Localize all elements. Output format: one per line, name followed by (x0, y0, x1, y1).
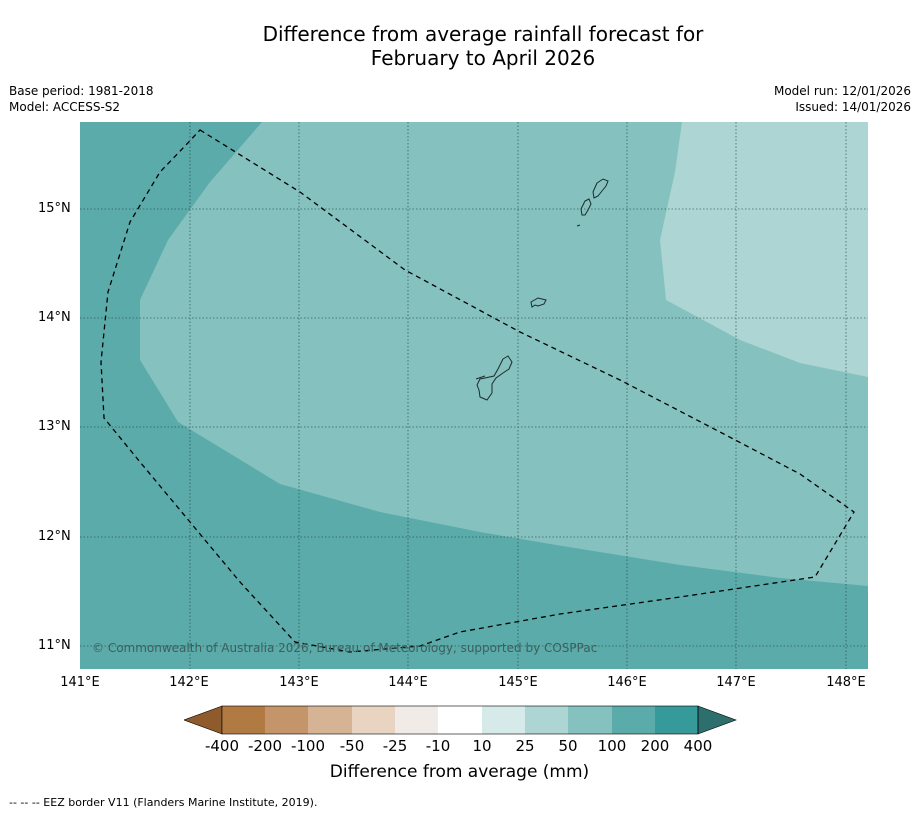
colorbar-label-7: 10 (472, 737, 492, 755)
colorbar-bin-10 (612, 706, 655, 734)
rainfall-band-25-50 (660, 122, 868, 377)
lat-label-13: 13°N (38, 419, 71, 434)
island-aguijan (576, 224, 581, 227)
colorbar-outline (221, 705, 699, 735)
colorbar-label-12: 400 (683, 737, 713, 755)
colorbar-label-11: 200 (640, 737, 670, 755)
lat-label-15: 15°N (38, 201, 71, 216)
colorbar-label-6: -10 (425, 737, 451, 755)
colorbar-extend-low (183, 705, 223, 735)
eez-border (100, 129, 855, 653)
colorbar-extend-high (697, 705, 737, 735)
colorbar-bin-8 (525, 706, 568, 734)
colorbar-label-1: -400 (204, 737, 240, 755)
islands (475, 178, 609, 401)
lat-label-12: 12°N (38, 529, 71, 544)
model-run: Model run: 12/01/2026 (773, 84, 911, 98)
colorbar-label-4: -50 (339, 737, 365, 755)
colorbar-bin-3 (308, 706, 352, 734)
island-rota (530, 297, 547, 308)
lon-label-141: 141°E (60, 675, 100, 690)
colorbar-label-5: -25 (382, 737, 408, 755)
meta-left: Base period: 1981-2018 Model: ACCESS-S2 (9, 83, 154, 115)
lon-label-144: 144°E (388, 675, 428, 690)
colorbar (183, 705, 737, 735)
colorbar-bin-11 (655, 706, 698, 734)
colorbar-label-10: 100 (597, 737, 627, 755)
colorbar-label-2: -200 (247, 737, 283, 755)
model-name: Model: ACCESS-S2 (9, 100, 121, 114)
colorbar-label-8: 25 (515, 737, 535, 755)
copyright-notice: © Commonwealth of Australia 2026, Bureau… (92, 641, 598, 655)
colorbar-bin-5 (395, 706, 438, 734)
colorbar-title: Difference from average (mm) (329, 762, 590, 782)
eez-footnote: -- -- -- EEZ border V11 (Flanders Marine… (9, 796, 318, 809)
lon-label-145: 145°E (498, 675, 538, 690)
colorbar-bin-6 (438, 706, 482, 734)
colorbar-bin-9 (568, 706, 612, 734)
colorbar-bin-2 (265, 706, 308, 734)
map-svg (80, 122, 868, 669)
chart-title: Difference from average rainfall forecas… (0, 22, 919, 70)
colorbar-label-3: -100 (290, 737, 326, 755)
island-tinian (580, 198, 592, 216)
title-line-1: Difference from average rainfall forecas… (262, 22, 704, 46)
issued-date: Issued: 14/01/2026 (795, 100, 911, 114)
base-period: Base period: 1981-2018 (9, 84, 154, 98)
lon-label-148: 148°E (826, 675, 866, 690)
colorbar-label-9: 50 (558, 737, 578, 755)
lon-label-146: 146°E (607, 675, 647, 690)
title-line-2: February to April 2026 (370, 46, 596, 70)
colorbar-svg (183, 705, 737, 735)
colorbar-bin-1 (222, 706, 265, 734)
graticule (80, 122, 868, 669)
lon-label-147: 147°E (716, 675, 756, 690)
lat-label-14: 14°N (38, 310, 71, 325)
lon-label-143: 143°E (279, 675, 319, 690)
meta-right: Model run: 12/01/2026 Issued: 14/01/2026 (774, 83, 911, 115)
lon-label-142: 142°E (169, 675, 209, 690)
colorbar-bin-4 (352, 706, 395, 734)
lat-label-11: 11°N (38, 638, 71, 653)
map-panel: © Commonwealth of Australia 2026, Bureau… (80, 122, 868, 669)
colorbar-bin-7 (482, 706, 525, 734)
island-guam (475, 355, 513, 401)
island-saipan (592, 178, 609, 199)
